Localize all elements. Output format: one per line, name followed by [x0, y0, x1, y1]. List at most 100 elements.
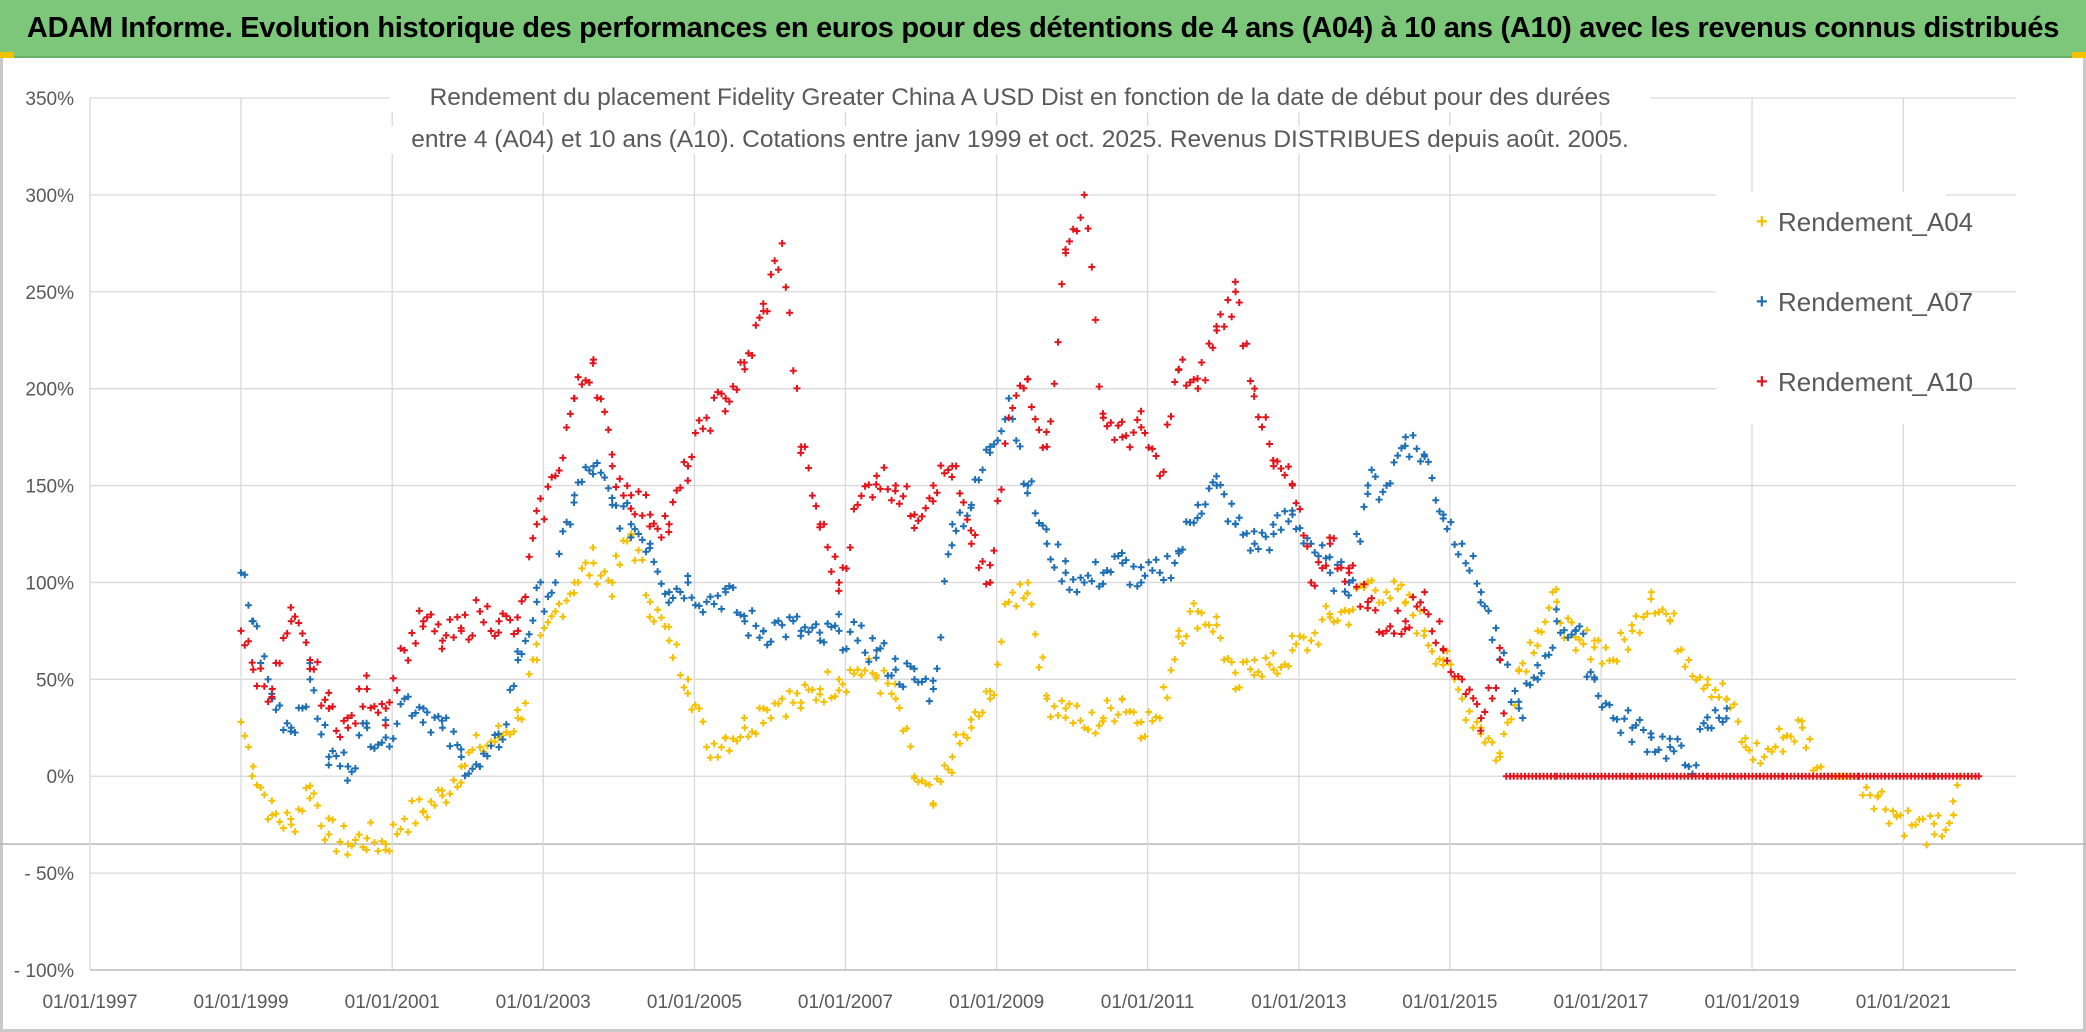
scatter-point — [559, 454, 567, 462]
scatter-point — [680, 594, 688, 602]
scatter-point — [699, 425, 707, 433]
data-point — [778, 239, 786, 247]
legend-item-a07: + Rendement_A07 — [1756, 282, 1973, 322]
scatter-point — [1084, 224, 1092, 232]
scatter-point — [1167, 412, 1175, 420]
scatter-point — [1885, 820, 1893, 828]
scatter-point — [1522, 680, 1530, 688]
scatter-point — [1073, 227, 1081, 235]
scatter-point — [601, 408, 609, 416]
scatter-point — [880, 667, 888, 675]
scatter-point — [295, 805, 303, 813]
scatter-point — [241, 732, 249, 740]
scatter-point — [971, 708, 979, 716]
data-point — [1685, 656, 1693, 664]
scatter-point — [264, 675, 272, 683]
data-point — [1118, 559, 1126, 567]
scatter-point — [752, 321, 760, 329]
scatter-point — [1246, 377, 1254, 385]
scatter-point — [257, 664, 265, 672]
scatter-point — [857, 671, 865, 679]
scatter-point — [1447, 668, 1455, 676]
data-point — [1080, 578, 1088, 586]
data-point — [287, 821, 295, 829]
scatter-point — [1050, 380, 1058, 388]
scatter-point — [244, 637, 252, 645]
scatter-point — [1624, 706, 1632, 714]
scatter-point — [929, 677, 937, 685]
scatter-point — [1511, 701, 1519, 709]
scatter-point — [661, 590, 669, 598]
scatter-point — [506, 730, 514, 738]
scatter-point — [975, 712, 983, 720]
scatter-point — [359, 703, 367, 711]
scatter-point — [1171, 559, 1179, 567]
scatter-point — [279, 634, 287, 642]
scatter-point — [1738, 738, 1746, 746]
scatter-point — [888, 690, 896, 698]
scatter-point — [386, 698, 394, 706]
scatter-point — [922, 675, 930, 683]
scatter-point — [1481, 602, 1489, 610]
scatter-point — [1243, 340, 1251, 348]
y-tick-label: 50% — [36, 670, 74, 691]
data-point — [929, 482, 937, 490]
scatter-point — [986, 687, 994, 695]
data-point — [325, 704, 333, 712]
scatter-point — [1636, 716, 1644, 724]
scatter-point — [869, 669, 877, 677]
scatter-point — [1424, 458, 1432, 466]
scatter-point — [450, 776, 458, 784]
x-tick-label: 01/01/1999 — [193, 992, 288, 1013]
scatter-point — [1658, 605, 1666, 613]
banner-corner-left — [0, 52, 14, 58]
scatter-point — [355, 731, 363, 739]
data-point — [1118, 433, 1126, 441]
scatter-point — [1473, 718, 1481, 726]
data-point — [457, 753, 465, 761]
scatter-point — [801, 681, 809, 689]
scatter-point — [1881, 806, 1889, 814]
scatter-point — [721, 407, 729, 415]
scatter-point — [1541, 618, 1549, 626]
scatter-point — [669, 498, 677, 506]
scatter-point — [525, 670, 533, 678]
scatter-point — [1023, 489, 1031, 497]
scatter-point — [861, 667, 869, 675]
scatter-point — [1254, 668, 1262, 676]
scatter-point — [737, 733, 745, 741]
scatter-point — [740, 714, 748, 722]
scatter-point — [824, 668, 832, 676]
scatter-point — [359, 843, 367, 851]
scatter-point — [752, 622, 760, 630]
scatter-point — [1878, 788, 1886, 796]
scatter-point — [691, 701, 699, 709]
scatter-point — [1314, 552, 1322, 560]
scatter-point — [450, 728, 458, 736]
scatter-point — [1530, 674, 1538, 682]
scatter-point — [1314, 558, 1322, 566]
scatter-point — [397, 644, 405, 652]
scatter-point — [1047, 713, 1055, 721]
scatter-point — [725, 398, 733, 406]
data-point — [835, 578, 843, 586]
scatter-point — [510, 682, 518, 690]
scatter-point — [1114, 552, 1122, 560]
scatter-point — [1934, 812, 1942, 820]
scatter-point — [1534, 642, 1542, 650]
y-tick-label: 300% — [25, 186, 74, 207]
scatter-point — [310, 665, 318, 673]
scatter-point — [857, 622, 865, 630]
data-point — [1118, 695, 1126, 703]
scatter-point — [756, 314, 764, 322]
scatter-point — [1047, 555, 1055, 563]
scatter-point — [612, 552, 620, 560]
scatter-point — [1330, 618, 1338, 626]
data-point — [306, 782, 314, 790]
scatter-point — [1001, 440, 1009, 448]
scatter-point — [393, 720, 401, 728]
scatter-point — [1798, 717, 1806, 725]
scatter-point — [336, 838, 344, 846]
scatter-point — [1231, 278, 1239, 286]
data-point — [344, 724, 352, 732]
